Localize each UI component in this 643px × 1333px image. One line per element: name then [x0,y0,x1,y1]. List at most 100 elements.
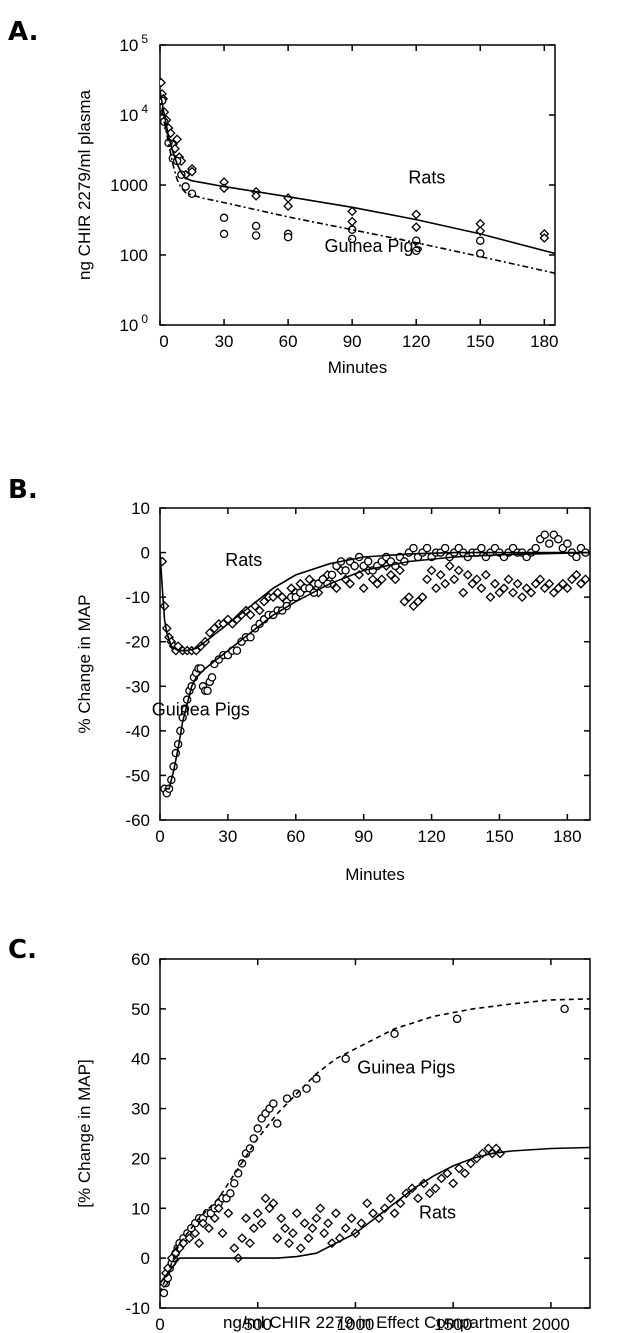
rats-point [327,1238,337,1249]
rats-point [413,596,423,607]
guinea-pigs-point [422,543,432,553]
rats-point [276,1213,287,1224]
guinea-pigs-fit-line [160,93,555,274]
guinea-pigs-point [230,1179,239,1188]
rats-fit-line [160,551,590,652]
rats-point [229,1243,240,1254]
panel-letter: B. [8,475,38,505]
rats-point [272,587,283,598]
y-tick-base: 100 [120,246,148,265]
rats-point [521,583,532,594]
rats-point [404,592,414,603]
y-tick-base: 1000 [110,176,148,195]
rats-point [330,1208,341,1219]
x-tick-label: 90 [354,827,373,846]
y-tick-base: 10 [119,106,138,125]
y-axis-title: ng CHIR 2279/ml plasma [75,90,94,280]
rats-point [430,1183,441,1194]
rats-point [422,574,432,585]
rats-point [562,583,573,594]
rats-point [223,1208,234,1219]
guinea-pigs-point [273,1119,282,1128]
rats-point [291,1208,302,1219]
rats-point [411,209,422,220]
x-tick-label: 120 [402,332,430,351]
guinea-pigs-point [203,686,212,695]
rats-point [512,578,523,589]
rats-point [444,561,455,571]
y-tick-label: -60 [125,811,150,830]
rats-point [304,574,315,585]
rats-point [480,569,491,580]
rats-point [440,578,451,589]
y-axis-title: [% Change in MAP] [75,1059,94,1207]
rats-point [323,1218,334,1229]
x-tick-label: 90 [343,332,362,351]
guinea-pigs-point [219,229,229,239]
rats-point [454,1163,464,1174]
rats-point [260,1193,271,1204]
guinea-pigs-point [219,213,229,223]
rats-point [272,1233,283,1244]
x-tick-label: 30 [218,827,237,846]
guinea-pigs-point [563,539,572,548]
rats-point [209,1213,220,1224]
rats-point [198,1218,208,1229]
y-tick-label: -40 [125,722,150,741]
y-axis-title: % Change in MAP [75,595,94,734]
annotation-label: Rats [408,168,445,188]
rats-point [190,1228,201,1239]
rats-point [204,627,215,638]
rats-point [256,1218,267,1229]
rats-point [311,1213,322,1224]
x-tick-label: 150 [485,827,513,846]
rats-point [287,1228,298,1239]
rats-point [458,587,469,598]
rats-point [379,1203,390,1214]
rats-point [476,583,487,594]
y-tick-label: 40 [131,1050,150,1069]
rats-point [307,1223,318,1234]
rats-point [268,1198,279,1209]
annotation-label: Guinea Pigs [152,699,250,719]
guinea-pigs-point [409,543,418,553]
rats-point [346,1213,357,1224]
guinea-pigs-point [253,1124,262,1133]
guinea-pigs-point [540,530,549,539]
x-tick-label: 1500 [434,1315,472,1333]
x-tick-label: 2000 [532,1315,570,1333]
guinea-pigs-point [283,232,293,242]
y-tick-label: 1000 [110,176,148,195]
rats-point [385,1193,396,1204]
guinea-pigs-point [302,1084,311,1093]
rats-point [503,574,514,585]
y-tick-label: 20 [131,1149,150,1168]
rats-point [203,1223,214,1234]
rats-point [244,1238,255,1249]
panel-letter: C. [8,935,37,965]
x-tick-label: 0 [159,332,168,351]
rats-point [442,1168,453,1179]
x-tick-label: 60 [279,332,298,351]
rats-point [248,1223,259,1234]
guinea-pigs-point [347,234,357,244]
y-tick-label: -10 [125,588,150,607]
rats-point [367,574,378,585]
rats-fit-line [160,1146,590,1284]
annotation-label: Guinea Pigs [324,236,422,256]
guinea-pigs-point [411,246,421,256]
guinea-pigs-point [282,1094,292,1103]
rats-point [213,1203,224,1214]
rats-point [184,1233,195,1244]
rats-point [315,1203,326,1214]
rats-point [548,587,559,598]
y-tick-label: 0 [141,544,150,563]
rats-point [553,583,564,594]
rats-point [172,134,183,145]
y-tick-label: 30 [131,1100,150,1119]
y-tick-label: 60 [131,950,150,969]
rats-point [508,587,518,598]
x-tick-label: 120 [417,827,445,846]
rats-point [209,623,220,634]
